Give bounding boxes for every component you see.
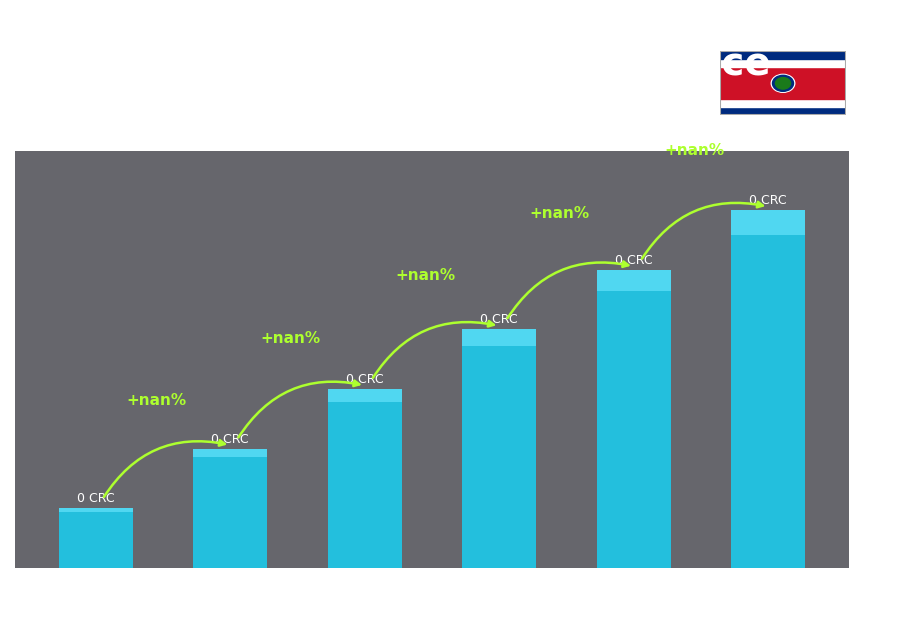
Bar <box>720 99 846 108</box>
Bar <box>194 449 267 457</box>
Bar <box>328 389 401 401</box>
Text: Telematics Technician: Telematics Technician <box>36 99 307 123</box>
Bar <box>194 449 267 568</box>
Bar <box>720 67 846 99</box>
Bar <box>732 210 806 235</box>
Text: salaryexplorer.com: salaryexplorer.com <box>377 613 523 628</box>
Text: +nan%: +nan% <box>126 394 186 408</box>
Bar <box>328 389 401 568</box>
Text: Salary Comparison By Experience: Salary Comparison By Experience <box>36 45 770 83</box>
Text: +nan%: +nan% <box>530 206 590 221</box>
Bar <box>58 508 132 512</box>
Bar <box>597 270 670 568</box>
Circle shape <box>776 78 790 89</box>
Text: Average Monthly Salary: Average Monthly Salary <box>863 286 874 419</box>
Text: 0 CRC: 0 CRC <box>76 492 114 505</box>
Text: 0 CRC: 0 CRC <box>212 433 249 445</box>
Bar <box>720 60 846 67</box>
Text: 0 CRC: 0 CRC <box>346 373 383 386</box>
Circle shape <box>771 74 795 92</box>
Bar <box>720 51 846 60</box>
Bar <box>463 329 536 568</box>
Bar <box>720 108 846 115</box>
Circle shape <box>772 76 794 91</box>
Bar <box>58 508 132 568</box>
Bar <box>732 210 806 568</box>
Text: 0 CRC: 0 CRC <box>750 194 788 207</box>
Text: +nan%: +nan% <box>261 331 320 346</box>
Bar <box>597 270 670 291</box>
Bar <box>463 329 536 346</box>
Text: +nan%: +nan% <box>664 143 725 158</box>
Text: 0 CRC: 0 CRC <box>615 254 652 267</box>
Text: 0 CRC: 0 CRC <box>481 313 518 326</box>
Text: +nan%: +nan% <box>395 269 455 283</box>
